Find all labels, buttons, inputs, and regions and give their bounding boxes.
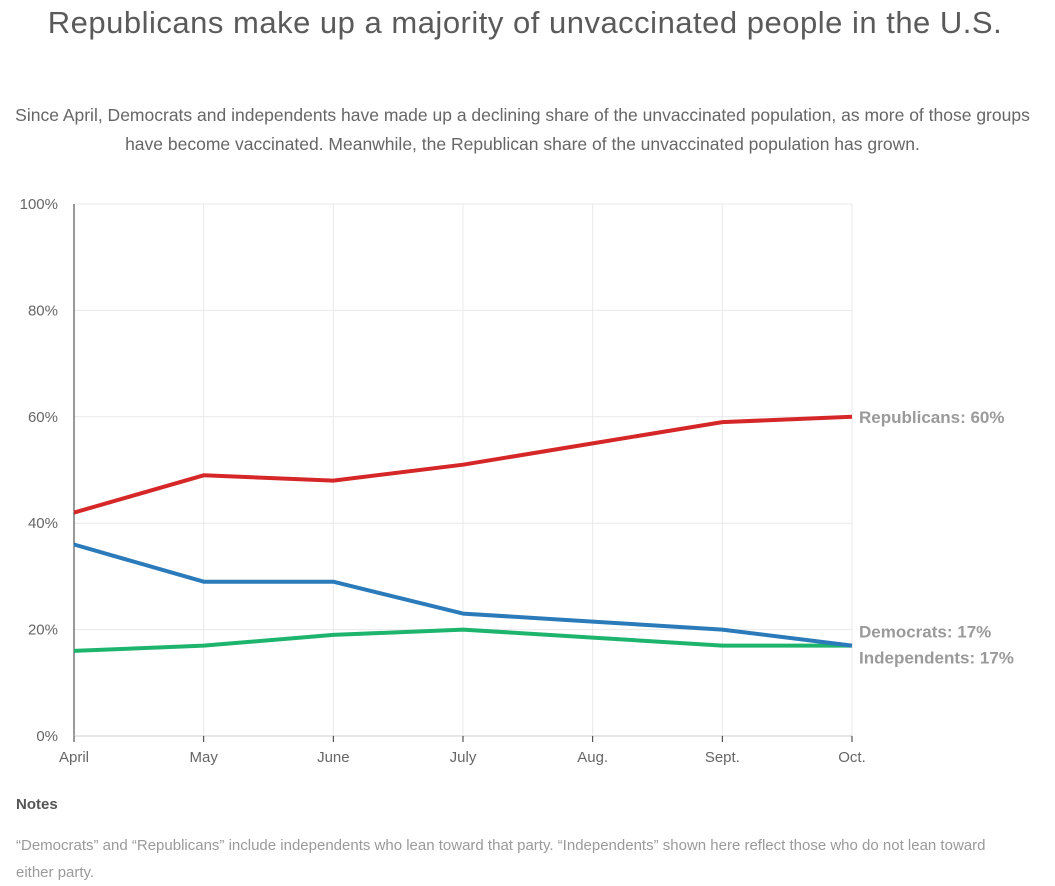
chart-title: Republicans make up a majority of unvacc… <box>47 5 1003 40</box>
notes-heading: Notes <box>16 796 58 813</box>
series-line-independents <box>73 627 852 653</box>
x-tick-label: June <box>317 749 350 766</box>
y-tick-label: 100% <box>20 196 58 213</box>
x-tick-label: April <box>59 749 89 766</box>
series-line-republicans <box>73 414 853 515</box>
end-label-independents: Independents: 17% <box>859 649 1014 668</box>
y-tick-label: 80% <box>28 302 58 319</box>
x-tick-label: Oct. <box>838 749 866 766</box>
y-tick-label: 0% <box>36 728 58 745</box>
notes-text: “Democrats” and “Republicans” include in… <box>16 837 986 881</box>
series-line-democrats <box>73 542 853 648</box>
line-chart: 0% 20% 40% 60% 80% 100% April May June July Aug. Se… <box>20 196 1014 766</box>
x-tick-label: May <box>189 749 218 766</box>
chart-subtitle: Since April, Democrats and independents … <box>15 105 1030 154</box>
y-tick-label: 20% <box>28 622 58 639</box>
y-tick-label: 60% <box>28 409 58 426</box>
x-tick-label: Sept. <box>705 749 740 766</box>
x-tick-label: July <box>450 749 477 766</box>
y-tick-label: 40% <box>28 515 58 532</box>
x-tick-label: Aug. <box>577 749 608 766</box>
end-label-democrats: Democrats: 17% <box>859 623 991 642</box>
end-label-republicans: Republicans: 60% <box>859 408 1005 427</box>
